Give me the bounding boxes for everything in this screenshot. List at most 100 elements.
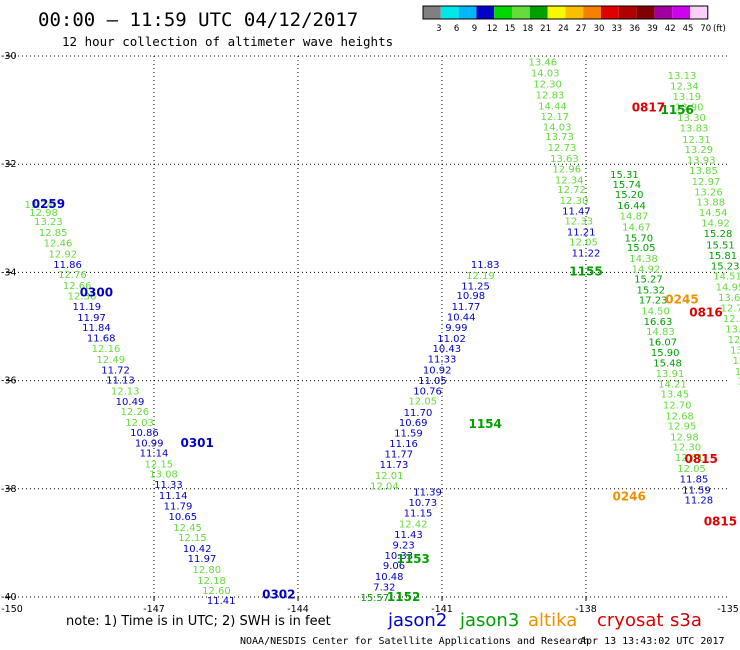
data-point-label: 13.63 bbox=[550, 154, 579, 165]
data-point-label: 11.86 bbox=[53, 260, 82, 271]
data-point-label: 11.68 bbox=[87, 333, 116, 344]
data-point-label: 11.02 bbox=[437, 334, 466, 345]
color-scale-swatch bbox=[529, 6, 548, 19]
data-point-label: 15.27 bbox=[634, 274, 663, 285]
data-point-label: 13.06 bbox=[725, 325, 740, 336]
data-point-label: 11.43 bbox=[394, 530, 423, 541]
color-scale-label: 3 bbox=[436, 24, 441, 34]
data-point-label: 12.30 bbox=[560, 196, 589, 207]
data-point-label: 15.81 bbox=[708, 251, 737, 262]
data-point-label: 15.05 bbox=[627, 243, 656, 254]
data-point-label: 14.44 bbox=[538, 101, 567, 112]
time-labels: 0259 0300 0301 0302 1152 1153 1154 1155 11560817… bbox=[32, 100, 737, 604]
color-scale-label: 42 bbox=[665, 24, 676, 34]
data-point-label: 15.48 bbox=[653, 358, 682, 369]
data-point-label: 15.74 bbox=[612, 180, 641, 191]
data-point-label: 10.43 bbox=[432, 344, 461, 355]
color-scale-swatch bbox=[423, 6, 441, 19]
data-point-label: 14.50 bbox=[641, 306, 670, 317]
data-point-label: 14.03 bbox=[531, 68, 560, 79]
x-tick-label: -138 bbox=[575, 604, 597, 615]
data-point-label: 12.49 bbox=[96, 355, 125, 366]
color-scale-swatch bbox=[458, 6, 477, 19]
color-scale-swatch bbox=[690, 6, 708, 19]
data-point-label: 16.63 bbox=[644, 317, 673, 328]
data-point-label: 9.06 bbox=[383, 561, 405, 572]
data-point-label: 9.99 bbox=[445, 323, 467, 334]
color-scale-swatch bbox=[672, 6, 690, 19]
data-point-label: 14.51 bbox=[713, 272, 740, 283]
data-points: 13.2412.9813.2312.8512.4612.9211.8612.76… bbox=[24, 57, 740, 606]
data-point-label: 12.66 bbox=[63, 281, 92, 292]
data-point-label: 12.92 bbox=[48, 250, 77, 261]
color-scale-label: 27 bbox=[576, 24, 587, 34]
data-point-label: 10.48 bbox=[375, 572, 404, 583]
legend-item-s3a: s3a bbox=[670, 610, 702, 631]
data-point-label: 13.29 bbox=[684, 145, 713, 156]
data-point-label: 10.99 bbox=[135, 438, 164, 449]
data-point-label: 13.30 bbox=[677, 113, 706, 124]
x-tick-label: -135 bbox=[717, 604, 739, 615]
data-point-label: 12.31 bbox=[682, 135, 711, 146]
grid-lines bbox=[10, 55, 730, 598]
data-point-label: 17.23 bbox=[639, 296, 668, 307]
data-point-label: 12.33 bbox=[564, 217, 593, 228]
data-point-label: 13.63 bbox=[718, 293, 740, 304]
color-scale-swatch bbox=[565, 6, 584, 19]
data-point-label: 14.92 bbox=[632, 265, 661, 276]
data-point-label: 12.34 bbox=[555, 175, 584, 186]
data-point-label: 10.69 bbox=[399, 418, 428, 429]
data-point-label: 10.92 bbox=[423, 365, 452, 376]
time-label: 0259 bbox=[32, 197, 65, 211]
color-scale-swatch bbox=[618, 6, 637, 19]
data-point-label: 14.21 bbox=[658, 379, 687, 390]
color-scale-label: 18 bbox=[522, 24, 533, 34]
data-point-label: 12.76 bbox=[58, 270, 87, 281]
data-point-label: 13.08 bbox=[149, 470, 178, 481]
data-point-label: 11.14 bbox=[159, 491, 188, 502]
data-point-label: 14.95 bbox=[716, 283, 740, 294]
data-point-label: 12.42 bbox=[399, 520, 428, 531]
color-scale-label: 30 bbox=[594, 24, 605, 34]
data-point-label: 12.95 bbox=[668, 422, 697, 433]
data-point-label: 12.45 bbox=[173, 523, 202, 534]
axis-ticks: -150 -147 -144 -141 -138 -135 -30 -32 -34 -36 -38 -… bbox=[1, 51, 739, 615]
data-point-label: 11.13 bbox=[106, 376, 135, 387]
legend-item-cryosat: cryosat bbox=[597, 610, 663, 631]
color-scale-label: 70 bbox=[700, 24, 711, 34]
data-point-label: 10.98 bbox=[456, 291, 485, 302]
data-point-label: 13.85 bbox=[689, 166, 718, 177]
data-point-label: 11.85 bbox=[680, 475, 709, 486]
data-point-label: 12.05 bbox=[408, 397, 437, 408]
data-point-label: 11.47 bbox=[562, 206, 591, 217]
data-point-label: 11.59 bbox=[394, 429, 423, 440]
data-point-label: 14.83 bbox=[646, 327, 675, 338]
data-point-label: 13.84 bbox=[737, 377, 740, 388]
time-label: 1156 bbox=[660, 103, 693, 117]
data-point-label: 12.85 bbox=[39, 228, 68, 239]
y-tick-label: -38 bbox=[1, 484, 17, 495]
color-scale-label: 45 bbox=[683, 24, 694, 34]
data-point-label: 14.03 bbox=[543, 122, 572, 133]
data-point-label: 12.03 bbox=[125, 418, 154, 429]
data-point-label: 12.71 bbox=[720, 304, 740, 315]
data-point-label: 15.90 bbox=[651, 348, 680, 359]
data-point-label: 11.33 bbox=[428, 355, 457, 366]
data-point-label: 12.15 bbox=[144, 459, 173, 470]
data-point-label: 12.05 bbox=[677, 464, 706, 475]
data-point-label: 11.84 bbox=[82, 323, 111, 334]
data-point-label: 11.97 bbox=[77, 313, 106, 324]
data-point-label: 11.21 bbox=[567, 227, 596, 238]
data-point-label: 10.65 bbox=[168, 512, 197, 523]
color-scale-swatch bbox=[601, 6, 619, 19]
data-point-label: 12.18 bbox=[197, 576, 226, 587]
color-scale-swatch bbox=[440, 6, 459, 19]
color-scale-label: 6 bbox=[454, 24, 459, 34]
data-point-label: 12.97 bbox=[692, 177, 721, 188]
data-point-label: 13.91 bbox=[656, 369, 685, 380]
data-point-label: 15.32 bbox=[636, 285, 665, 296]
data-point-label: 12.83 bbox=[536, 90, 565, 101]
data-point-label: 12.98 bbox=[670, 432, 699, 443]
